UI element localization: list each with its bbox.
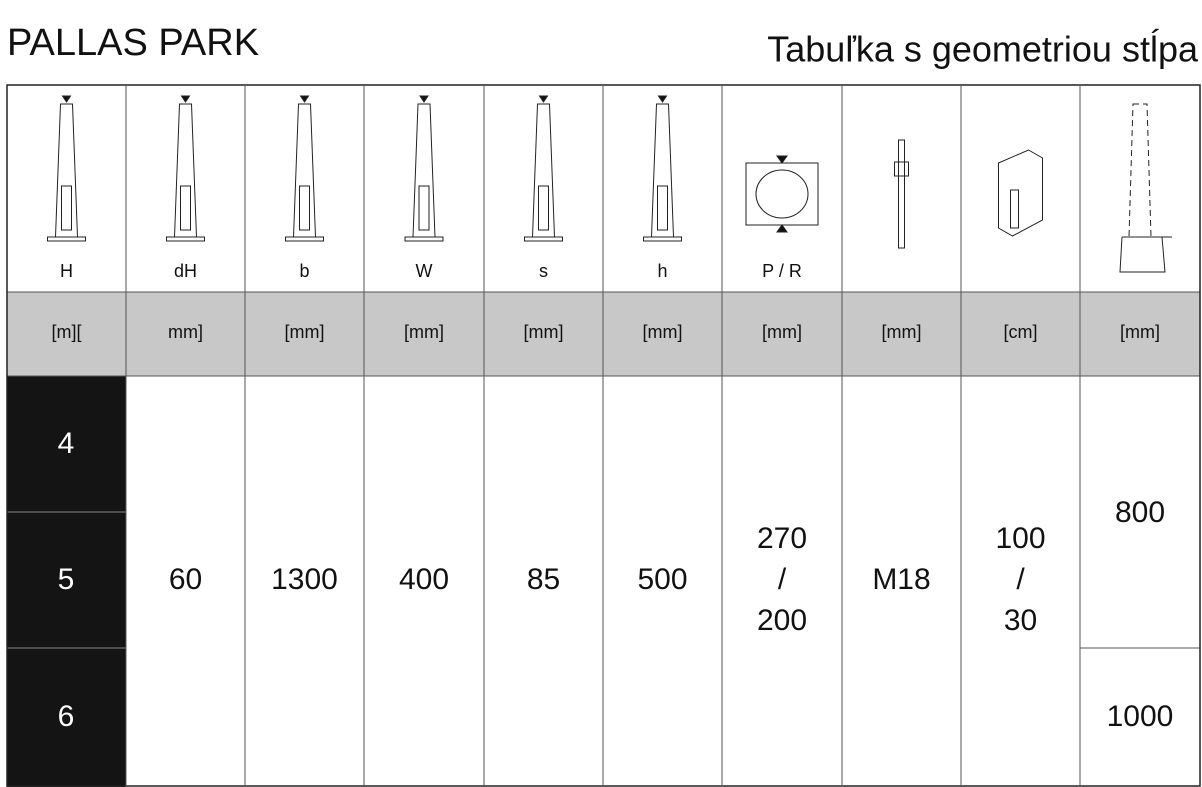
cell-value: 30: [1004, 604, 1037, 637]
cell-value: 60: [169, 563, 202, 596]
icon: [531, 103, 556, 238]
cell-value: 200: [757, 604, 807, 637]
icon: [404, 236, 444, 242]
height-value: 5: [58, 563, 75, 596]
icon: [412, 103, 436, 238]
icon: [166, 236, 205, 242]
cell-value: M18: [872, 563, 930, 596]
symbol-label: s: [539, 261, 548, 281]
unit-label: [mm]: [1120, 322, 1160, 342]
icon: [755, 169, 809, 219]
icon: [419, 95, 429, 103]
icon: [998, 149, 1043, 237]
symbol-label: b: [299, 261, 309, 281]
icon: [898, 139, 905, 249]
symbol-label: P / R: [762, 261, 802, 281]
icon: [524, 236, 563, 242]
icon: [299, 185, 310, 231]
cell-value: 800: [1115, 496, 1165, 529]
icon: [657, 185, 668, 231]
icon: [1010, 189, 1019, 229]
cell-value: 500: [637, 563, 687, 596]
icon: [61, 185, 72, 231]
height-value: 4: [58, 427, 75, 460]
cell-value: 1000: [1107, 700, 1174, 733]
icon: [54, 103, 79, 238]
icon: [657, 95, 668, 103]
unit-label: [mm]: [882, 322, 922, 342]
symbol-label: H: [60, 261, 73, 281]
height-value: 6: [58, 700, 75, 733]
cell-value: 85: [527, 563, 560, 596]
cell-value: 100: [995, 522, 1045, 555]
symbol-label: h: [657, 261, 667, 281]
subtitle: Tabuľka s geometriou stĺpa: [767, 28, 1199, 70]
icon: [418, 185, 430, 231]
icon: [292, 103, 317, 238]
icon: [650, 103, 675, 238]
unit-label: [m][: [52, 322, 82, 342]
unit-label: [mm]: [285, 322, 325, 342]
height-column: [7, 376, 126, 787]
unit-label: [mm]: [643, 322, 683, 342]
unit-label: [mm]: [762, 322, 802, 342]
icon: [47, 236, 86, 242]
icon: [643, 236, 682, 242]
cell-value: /: [778, 563, 787, 596]
title: PALLAS PARK: [7, 22, 259, 64]
unit-label: mm]: [168, 322, 203, 342]
icon: [776, 155, 788, 164]
icon: [538, 185, 549, 231]
cell-value: 400: [399, 563, 449, 596]
symbol-label: W: [416, 261, 433, 281]
icon: [538, 95, 549, 103]
cell-value: 270: [757, 522, 807, 555]
icon: [776, 224, 788, 233]
icon: [61, 95, 72, 103]
unit-label: [mm]: [404, 322, 444, 342]
cell-value: /: [1016, 563, 1025, 596]
unit-label: [cm]: [1004, 322, 1038, 342]
symbol-label: dH: [174, 261, 197, 281]
icon: [894, 161, 909, 177]
cell-value: 1300: [271, 563, 338, 596]
unit-label: [mm]: [524, 322, 564, 342]
icon: [180, 95, 191, 103]
icon: [1128, 103, 1152, 238]
icon: [745, 162, 819, 226]
icon: [299, 95, 310, 103]
icon: [173, 103, 198, 238]
icon: [285, 236, 324, 242]
icon: [1119, 236, 1166, 273]
icon: [180, 185, 191, 231]
